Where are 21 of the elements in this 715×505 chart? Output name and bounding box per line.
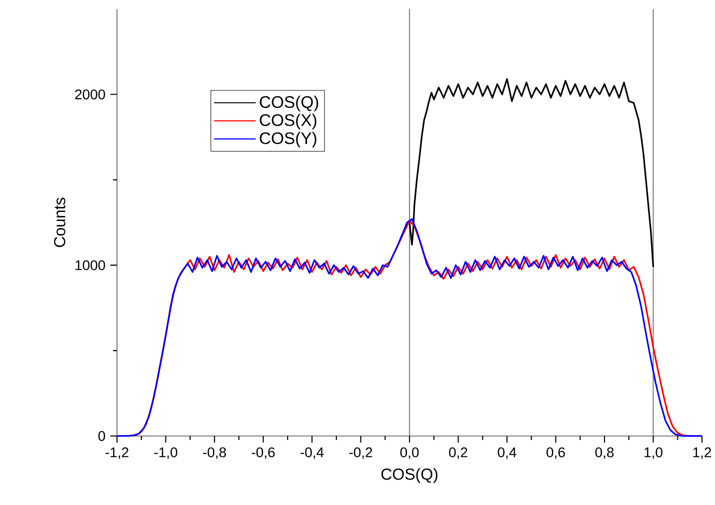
x-tick-label: -1,0 xyxy=(154,447,178,459)
legend-label: COS(Y) xyxy=(260,132,316,148)
x-tick-label: 1,0 xyxy=(644,447,662,459)
y-tick-label: 0 xyxy=(98,431,106,441)
x-tick-label: -0,4 xyxy=(300,447,324,459)
x-tick-label: 0,0 xyxy=(400,447,419,459)
x-tick-label: 1,2 xyxy=(693,447,712,459)
legend-label: COS(X) xyxy=(260,114,316,130)
x-tick-label: -0,8 xyxy=(203,447,226,459)
x-tick-label: -1,2 xyxy=(106,447,128,459)
y-tick-label: 1000 xyxy=(76,260,106,270)
x-tick-label: 0,2 xyxy=(449,447,468,459)
x-tick-label: -0,2 xyxy=(349,447,372,459)
y-axis-title: Counts xyxy=(54,198,66,248)
x-axis-title: COS(Q) xyxy=(381,468,438,483)
x-tick-label: -0,6 xyxy=(252,447,275,459)
y-tick-label: 2000 xyxy=(75,89,106,100)
x-tick-label: 0,6 xyxy=(546,447,565,459)
legend-label: COS(Q) xyxy=(260,96,318,112)
x-tick-label: 0,4 xyxy=(498,447,516,459)
x-tick-label: 0,8 xyxy=(595,447,614,459)
